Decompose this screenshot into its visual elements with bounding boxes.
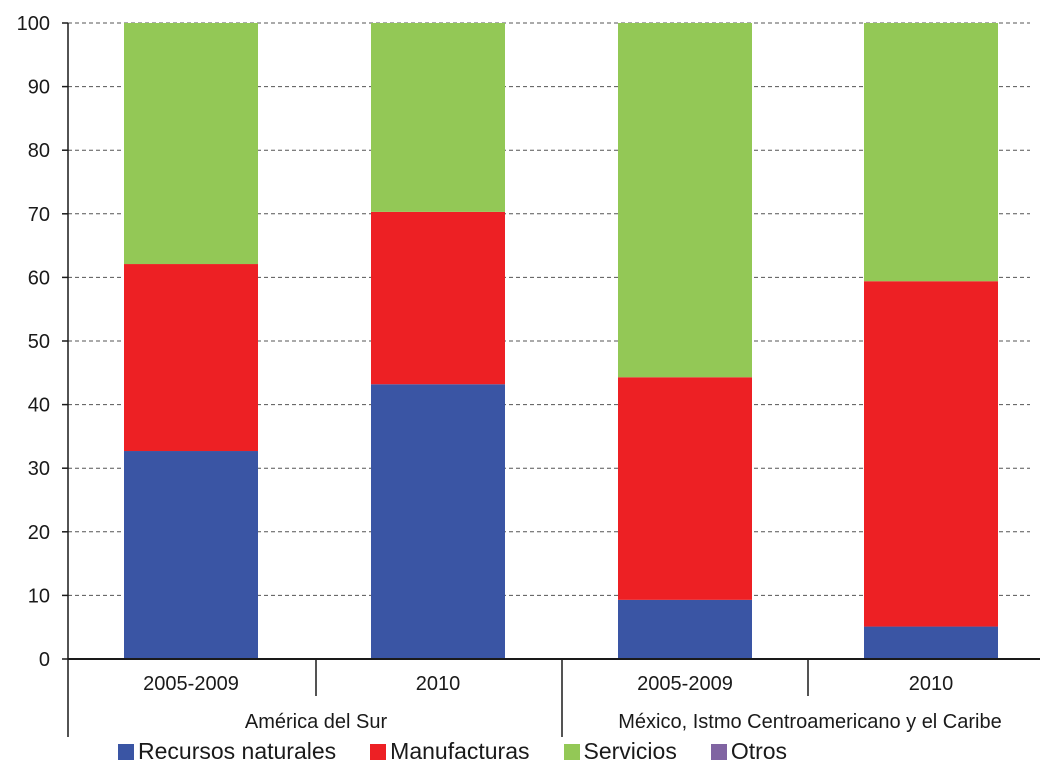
x-group-label: México, Istmo Centroamericano y el Carib…: [618, 711, 1001, 733]
bar-segment: [371, 23, 505, 212]
y-tick-label: 70: [28, 204, 50, 226]
y-tick-label: 60: [28, 267, 50, 289]
bar-segment: [864, 626, 998, 659]
bars: [124, 23, 998, 659]
legend-item: Manufacturas: [370, 738, 530, 765]
y-tick-label: 90: [28, 77, 50, 99]
bar-segment: [864, 281, 998, 627]
bar-segment: [864, 23, 998, 282]
bar-segment: [618, 599, 752, 659]
y-tick-label: 50: [28, 331, 50, 353]
y-tick-label: 20: [28, 522, 50, 544]
y-tick-label: 10: [28, 585, 50, 607]
x-category-label: 2005-2009: [143, 673, 239, 695]
axes: [62, 22, 1040, 737]
legend-swatch: [710, 743, 727, 760]
bar-segment: [618, 23, 752, 378]
legend-label: Servicios: [583, 738, 677, 764]
legend-label: Otros: [730, 738, 788, 764]
legend-label: Manufacturas: [390, 738, 530, 764]
bar-segment: [124, 451, 258, 659]
x-group-label: América del Sur: [245, 711, 388, 733]
bar-segment: [124, 23, 258, 265]
x-category-label: 2005-2009: [637, 673, 733, 695]
bar-segment: [124, 264, 258, 452]
legend-label: Recursos naturales: [138, 738, 337, 764]
legend-swatch: [118, 743, 134, 760]
y-tick-label: 0: [39, 649, 50, 671]
bar-segment: [618, 377, 752, 600]
labels: 0 10 20 30 40 50 60 70 80 90 100 2005-2009 2010 2005-…: [17, 13, 1002, 733]
bar-segment: [371, 211, 505, 385]
legend: Recursos naturales Manufacturas Servicios O…: [118, 738, 787, 765]
x-category-label: 2010: [416, 673, 461, 695]
legend-swatch: [370, 743, 387, 760]
y-tick-label: 30: [28, 458, 50, 480]
x-category-label: 2010: [909, 673, 954, 695]
y-tick-label: 80: [28, 140, 50, 162]
legend-item: Servicios: [563, 738, 677, 765]
y-tick-label: 100: [17, 13, 50, 35]
legend-swatch: [563, 743, 580, 760]
legend-item: Recursos naturales: [118, 738, 336, 765]
bar-segment: [371, 384, 505, 659]
legend-item: Otros: [710, 738, 788, 765]
y-tick-label: 40: [28, 395, 50, 417]
